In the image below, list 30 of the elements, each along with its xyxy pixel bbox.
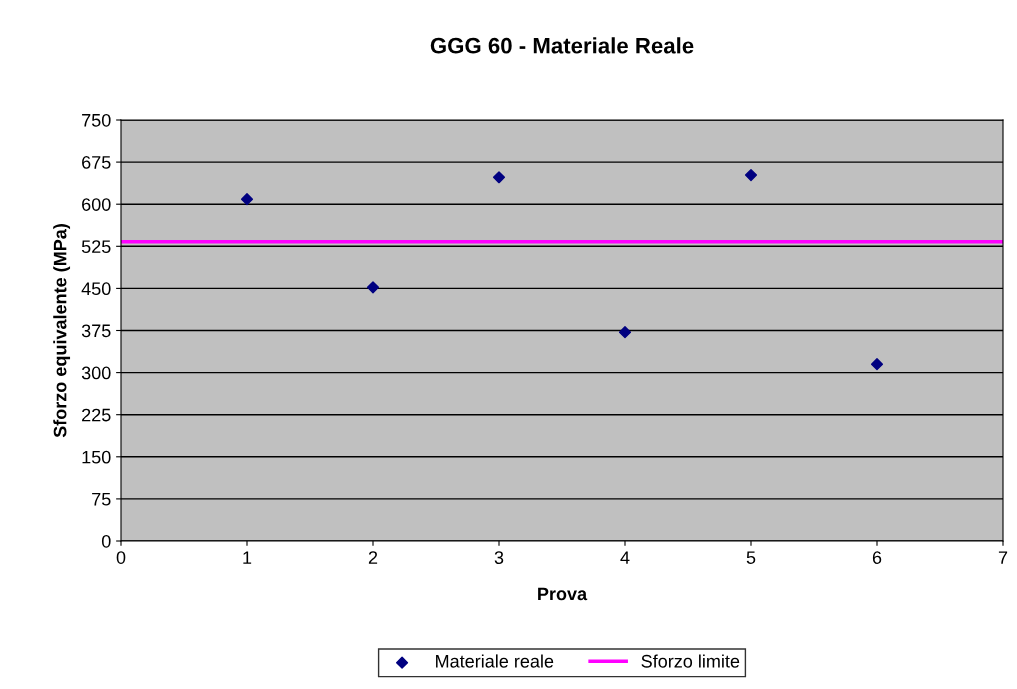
y-axis-title: Sforzo equivalente (MPa) [53, 224, 71, 438]
x-tick-label: 3 [494, 551, 504, 564]
point [366, 281, 380, 294]
legend-label: Materiale reale [436, 654, 554, 668]
x-tick-label: 4 [620, 551, 630, 564]
x-axis-title: Prova [538, 587, 588, 601]
point [618, 326, 632, 339]
point [870, 358, 884, 371]
x-tick-label: 2 [368, 551, 378, 564]
y-tick-label: 150 [82, 450, 111, 464]
legend-label: Sforzo limite [641, 654, 740, 668]
y-tick-label: 450 [81, 282, 111, 296]
y-tick-label: 75 [92, 493, 111, 506]
x-tick-label: 6 [872, 551, 882, 564]
y-tick-label: 375 [81, 324, 111, 338]
point [492, 171, 506, 184]
x-tick-label: 1 [243, 551, 252, 564]
y-tick-label: 600 [82, 198, 111, 211]
chart-title: GGG 60 - Materiale Reale [430, 37, 694, 54]
point [744, 168, 758, 182]
y-tick-label: 0 [101, 534, 111, 548]
y-tick-label: 525 [81, 240, 111, 254]
y-tick-label: 675 [82, 156, 111, 169]
y-tick-label: 750 [82, 113, 111, 127]
x-tick-label: 0 [116, 551, 126, 564]
point [240, 193, 254, 206]
x-tick-label: 5 [746, 551, 756, 564]
y-tick-label: 225 [82, 408, 111, 422]
y-tick-label: 300 [81, 366, 111, 380]
x-tick-label: 7 [998, 551, 1008, 564]
